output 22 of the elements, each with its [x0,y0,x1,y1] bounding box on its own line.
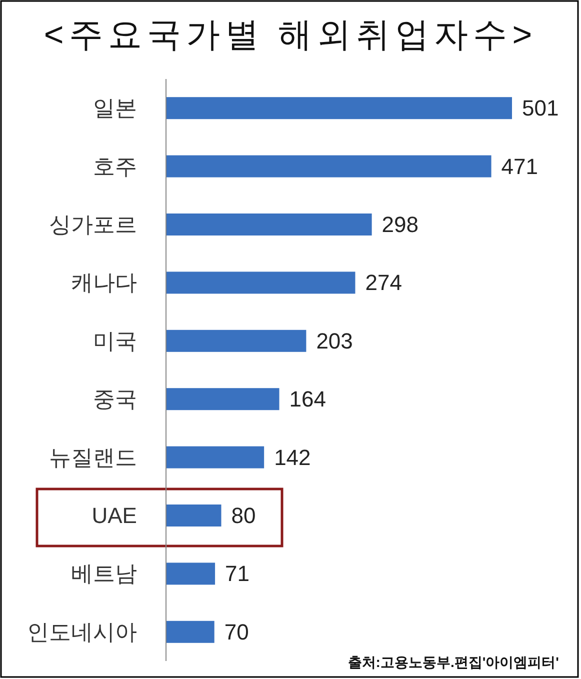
category-label: 베트남 [71,561,137,586]
category-label: 일본 [93,96,137,121]
category-label: 중국 [93,386,137,412]
data-label: 70 [224,619,249,644]
category-label: 미국 [93,328,137,354]
category-label: 뉴질랜드 [49,444,137,470]
data-label: 142 [274,444,311,470]
category-label: 캐나다 [71,270,137,296]
data-label: 164 [289,386,326,412]
data-label: 203 [316,328,353,354]
data-label: 298 [382,212,419,237]
data-label: 501 [522,96,559,121]
category-label: 호주 [93,154,137,179]
category-label: 인도네시아 [27,619,137,644]
data-label: 71 [225,561,250,586]
category-label: 싱가포르 [49,212,137,237]
data-label: 80 [231,503,256,528]
annotation: 출처:고용노동부.편집'아이엠피터' [348,654,559,670]
data-label: 274 [365,270,402,296]
category-label: UAE [92,503,137,528]
title: <주요국가별 해외취업자수> [44,16,538,54]
data-label: 471 [501,154,538,179]
